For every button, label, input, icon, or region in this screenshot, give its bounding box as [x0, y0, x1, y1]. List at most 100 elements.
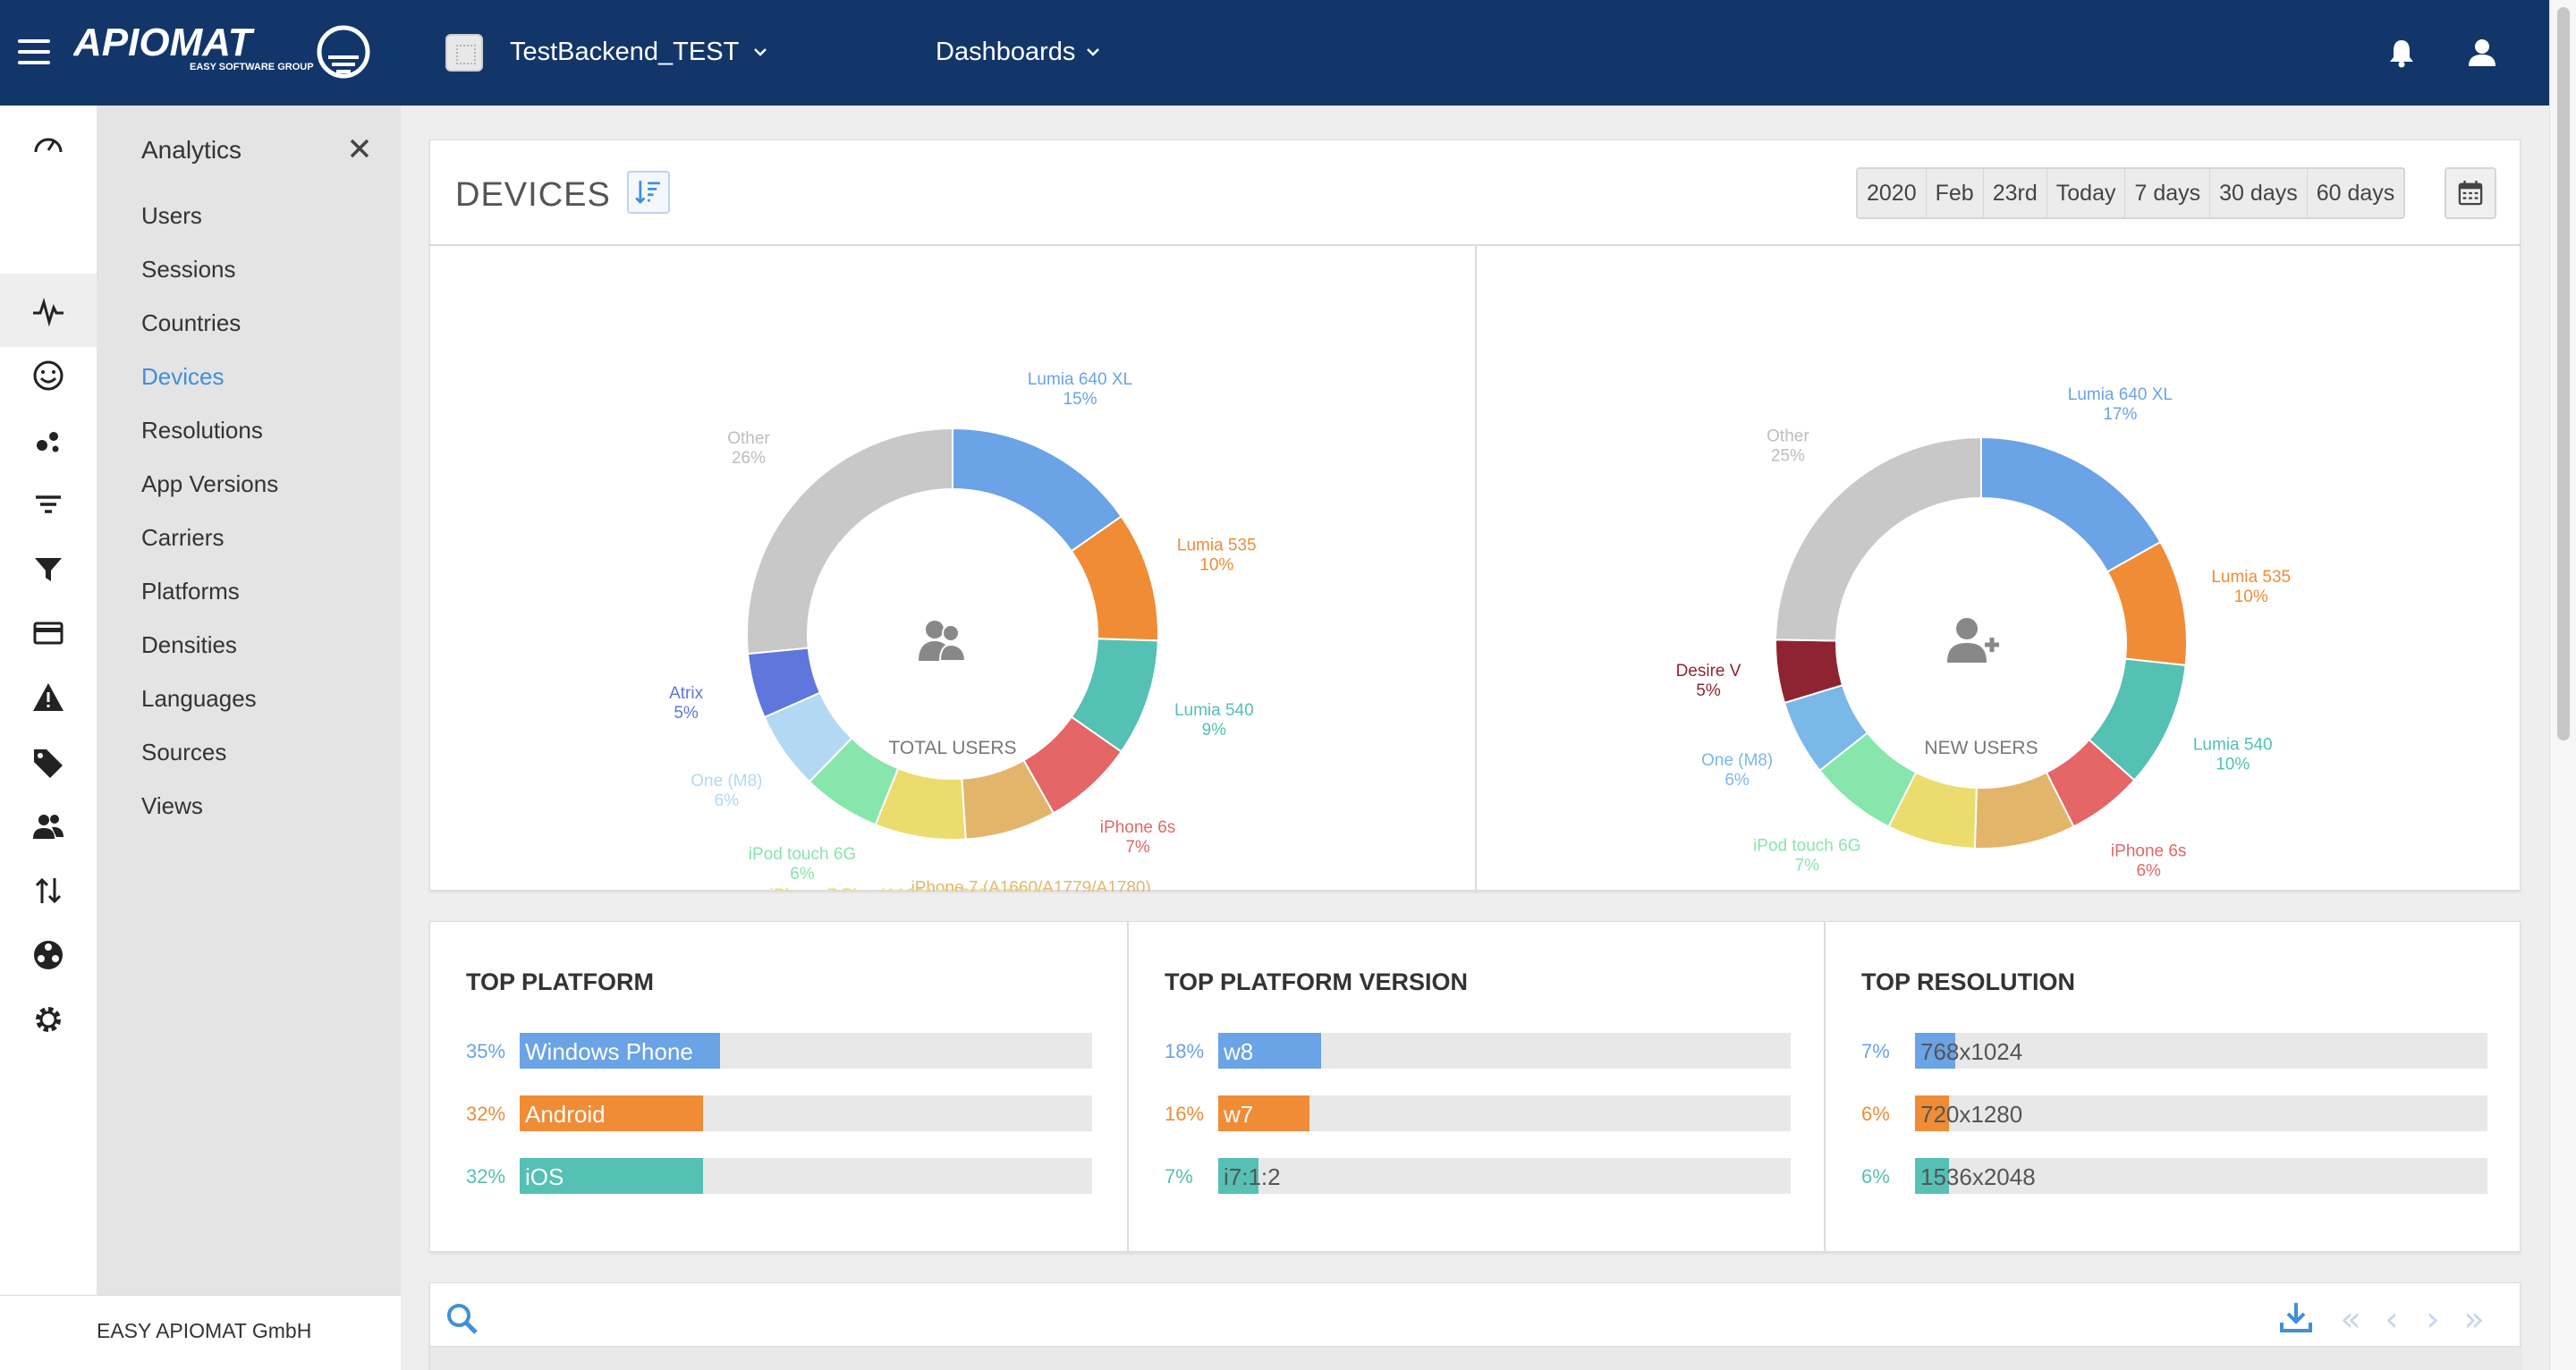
logo-text: APIOMAT	[73, 21, 255, 64]
donut-slice-label: Other 26%	[727, 429, 770, 468]
bar-percent: 6%	[1861, 1165, 1890, 1188]
bar-label: 720x1280	[1920, 1101, 2023, 1128]
bar-percent: 18%	[1165, 1040, 1205, 1062]
bar-row: 32% Android	[466, 1095, 1092, 1131]
donut-slice-label: iPod touch 6G 7%	[1753, 837, 1860, 875]
scrollbar-thumb[interactable]	[2557, 7, 2570, 740]
donut-center-label: NEW USERS	[1924, 738, 2038, 758]
bar-percent: 32%	[466, 1103, 506, 1125]
donut-slice-label: One (M8) 6%	[691, 772, 762, 810]
bar-label: 768x1024	[1920, 1038, 2023, 1065]
donut-slice-label: Lumia 540 10%	[2193, 736, 2273, 774]
bar-row: 6% 720x1280	[1861, 1095, 2487, 1131]
donut-slice-label: Lumia 540 9%	[1174, 701, 1254, 740]
add-user-icon	[1947, 618, 1999, 663]
donut-slice[interactable]	[746, 427, 953, 655]
tags-icon[interactable]	[30, 744, 66, 780]
page-scrollbar[interactable]	[2549, 0, 2576, 1370]
submenu-item-app-versions[interactable]: App Versions	[141, 470, 279, 497]
last-page-button[interactable]: »	[2463, 1299, 2485, 1339]
submenu-item-users[interactable]: Users	[141, 202, 202, 229]
submenu-item-sources[interactable]: Sources	[141, 739, 227, 765]
segments-icon[interactable]	[30, 422, 66, 458]
date-btn-7days[interactable]: 7 days	[2125, 169, 2211, 217]
submenu-item-devices[interactable]: Devices	[141, 363, 225, 390]
search-icon[interactable]	[445, 1301, 480, 1337]
date-btn-30days[interactable]: 30 days	[2210, 169, 2308, 217]
app-icon[interactable]	[445, 34, 483, 72]
bar-fill	[1218, 1095, 1310, 1131]
donut-center-label: TOTAL USERS	[888, 738, 1016, 758]
date-btn-day[interactable]: 23rd	[1983, 169, 2047, 217]
chevron-down-icon[interactable]	[751, 43, 769, 61]
funnel-icon[interactable]	[30, 551, 66, 587]
chevron-down-icon[interactable]	[1084, 43, 1102, 61]
menu-toggle-icon[interactable]	[18, 39, 50, 64]
transfer-arrows-icon[interactable]	[30, 873, 66, 909]
gear-icon[interactable]	[30, 1002, 66, 1037]
user-icon[interactable]	[2465, 36, 2499, 70]
bar-label: w7	[1224, 1101, 1254, 1128]
film-reel-icon[interactable]	[30, 937, 66, 973]
active-indicator	[0, 274, 97, 347]
submenu-item-resolutions[interactable]: Resolutions	[141, 417, 263, 444]
bar-row: 18% w8	[1165, 1033, 1791, 1069]
divider	[1475, 244, 1477, 892]
submenu-item-platforms[interactable]: Platforms	[141, 578, 240, 605]
donut-slice-label: Other 25%	[1767, 427, 1809, 466]
bar-row: 6% 1536x2048	[1861, 1158, 2487, 1194]
first-page-button[interactable]: «	[2340, 1299, 2361, 1339]
bar-percent: 35%	[466, 1040, 506, 1062]
submenu-item-carriers[interactable]: Carriers	[141, 524, 225, 551]
credit-card-icon[interactable]	[30, 615, 66, 651]
filter-lines-icon[interactable]	[30, 486, 66, 522]
submenu-item-sessions[interactable]: Sessions	[141, 256, 236, 283]
bar-track: 768x1024	[1915, 1033, 2487, 1069]
date-btn-year[interactable]: 2020	[1858, 169, 1927, 217]
donut-slice-label: Atrix 5%	[669, 684, 704, 723]
app-name[interactable]: TestBackend_TEST	[510, 38, 740, 66]
table-toolbar: « ‹ › »	[429, 1282, 2521, 1370]
date-btn-60days[interactable]: 60 days	[2307, 169, 2404, 217]
table-header	[430, 1346, 2521, 1370]
bar-track: i7:1:2	[1218, 1158, 1791, 1194]
smiley-icon[interactable]	[30, 358, 66, 393]
apiomat-logo[interactable]: APIOMAT EASY SOFTWARE GROUP	[73, 18, 373, 80]
close-icon[interactable]	[347, 136, 372, 161]
total-users-donut-chart: Lumia 640 XL 15% Lumia 535 10% Lumia 540 9% iP…	[669, 370, 1257, 892]
bar-row: 7% 768x1024	[1861, 1033, 2487, 1069]
bar-track: Windows Phone	[520, 1033, 1092, 1069]
panel-title: TOP PLATFORM VERSION	[1165, 968, 1469, 995]
bar-track: w7	[1218, 1095, 1791, 1131]
warning-icon[interactable]	[30, 680, 66, 715]
company-name: EASY APIOMAT GmbH	[97, 1319, 312, 1342]
bar-fill	[520, 1033, 720, 1069]
download-icon[interactable]	[2278, 1299, 2314, 1335]
bar-track: Android	[520, 1095, 1092, 1131]
donut-slice-label: Lumia 640 XL 15%	[1028, 370, 1132, 409]
panel-title: TOP RESOLUTION	[1861, 968, 2076, 995]
donut-slice[interactable]	[1980, 436, 2162, 573]
top-stats-card: TOP PLATFORM 35% Windows Phone 32% Andro…	[429, 921, 2521, 1253]
users-group-icon[interactable]	[30, 808, 66, 844]
previous-page-button[interactable]: ‹	[2385, 1299, 2399, 1339]
submenu-item-views[interactable]: Views	[141, 792, 203, 819]
bar-label: iOS	[525, 1163, 564, 1190]
date-btn-today[interactable]: Today	[2046, 169, 2126, 217]
submenu-item-languages[interactable]: Languages	[141, 685, 257, 712]
dashboard-gauge-icon[interactable]	[30, 127, 66, 163]
donut-slice[interactable]	[1775, 436, 1982, 642]
submenu-item-densities[interactable]: Densities	[141, 631, 237, 658]
next-page-button[interactable]: ›	[2426, 1299, 2440, 1339]
analytics-pulse-icon[interactable]	[30, 293, 66, 329]
sort-icon[interactable]	[627, 171, 670, 214]
dashboards-menu[interactable]: Dashboards	[936, 38, 1076, 66]
submenu-item-countries[interactable]: Countries	[141, 309, 242, 336]
date-btn-month[interactable]: Feb	[1926, 169, 1984, 217]
calendar-icon[interactable]	[2445, 167, 2496, 219]
logo-subtext: EASY SOFTWARE GROUP	[190, 62, 314, 72]
donut-slice-label: Desire V 5%	[1676, 662, 1741, 700]
donut-slice[interactable]	[952, 427, 1123, 553]
bar-percent: 16%	[1165, 1103, 1205, 1125]
bell-icon[interactable]	[2385, 36, 2419, 70]
